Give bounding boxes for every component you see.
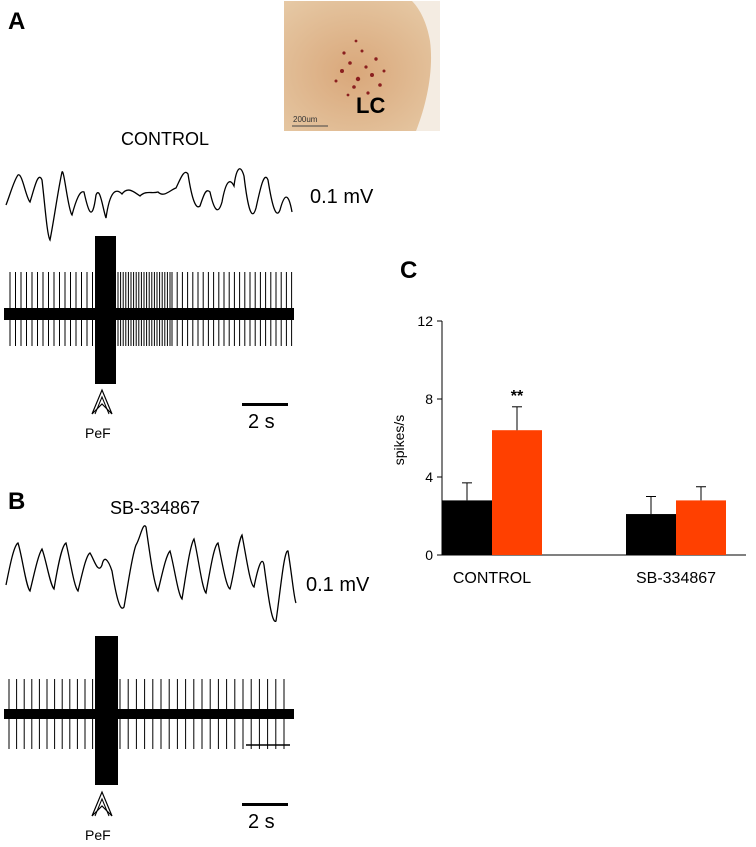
- panel-b-stimulus-artifact: [95, 636, 118, 785]
- panel-b-eeg-trace: [5, 525, 297, 622]
- panel-b-time-scale-bar: [242, 803, 288, 806]
- panel-b-voltage-scale-label: 0.1 mV: [306, 574, 370, 596]
- histology-scale-label: 200um: [293, 115, 318, 124]
- histology-svg: [284, 1, 440, 131]
- y-tick-label: 4: [425, 469, 433, 485]
- ventricle-area: [412, 1, 440, 131]
- panel-a-voltage-scale-label: 0.1 mV: [310, 186, 374, 208]
- y-tick-label: 8: [425, 391, 433, 407]
- panel-b-unit-trace: [4, 636, 294, 785]
- tissue-background: [284, 1, 440, 131]
- x-category-label: SB-334867: [636, 570, 716, 587]
- panel-b-baseline-noise: [4, 709, 294, 719]
- panel-b-time-scale-label: 2 s: [248, 811, 275, 833]
- panel-a-eeg-line: [5, 168, 293, 242]
- panel-a-eeg-trace: [5, 168, 293, 242]
- panel-b-letter: B: [8, 488, 26, 515]
- y-axis-label: spikes/s: [391, 415, 407, 466]
- panel-b-stim-label: PeF: [85, 827, 111, 843]
- panel-a-unit-trace: [4, 236, 294, 384]
- panel-b-stim-arrow-icon: [91, 790, 113, 817]
- x-category-label: CONTROL: [453, 570, 531, 587]
- significance-marker: **: [511, 388, 524, 405]
- panel-b-condition: SB-334867: [110, 498, 201, 518]
- panel-a-stim-label: PeF: [85, 425, 111, 441]
- panel-a-time-scale-bar: [242, 403, 288, 406]
- panel-a-condition: CONTROL: [121, 129, 210, 149]
- lc-region-label: LC: [356, 93, 386, 118]
- stained-neurons: [334, 39, 386, 97]
- histology-image: LC 200um: [284, 1, 440, 131]
- panel-a-time-scale-label: 2 s: [248, 411, 275, 433]
- panel-a-letter: A: [8, 8, 26, 35]
- panel-a-baseline-noise: [4, 308, 294, 320]
- bar-chart: spikes/s 0 4 8 12 CONTROL SB-334867 **: [391, 313, 746, 587]
- y-tick-label: 0: [425, 547, 433, 563]
- y-tick-label: 12: [417, 313, 433, 329]
- bar: [626, 514, 676, 555]
- bar: [492, 430, 542, 555]
- panel-a-stim-arrow-icon: [91, 388, 113, 415]
- panel-b-eeg-line: [5, 525, 297, 622]
- panel-a-stimulus-artifact: [95, 236, 116, 384]
- bar: [442, 500, 492, 555]
- bar: [676, 500, 726, 555]
- panel-c-letter: C: [400, 257, 418, 284]
